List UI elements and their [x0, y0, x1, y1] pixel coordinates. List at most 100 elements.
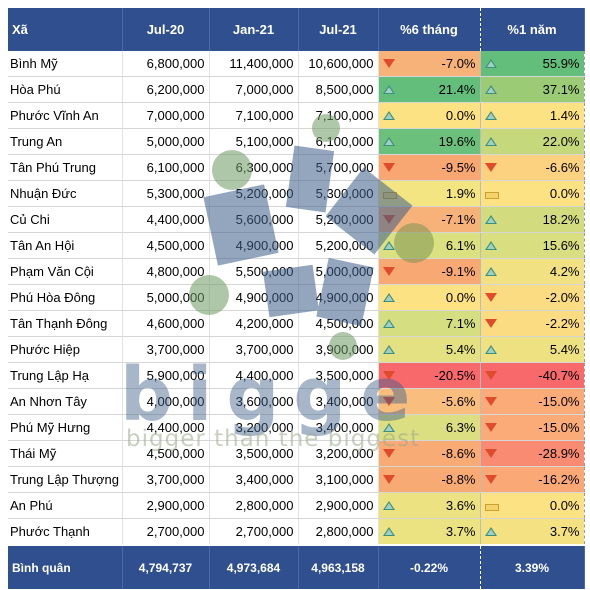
cell-jul21[interactable]: 2,800,000	[298, 518, 379, 546]
cell-1-year[interactable]: -2.0%	[480, 284, 585, 311]
cell-jul20[interactable]: 4,400,000	[122, 206, 210, 233]
cell-1-year[interactable]: 22.0%	[480, 128, 585, 155]
average-6-months[interactable]: -0.22%	[378, 544, 481, 589]
cell-6-months[interactable]: -7.0%	[378, 51, 481, 77]
cell-jan21[interactable]: 3,200,000	[209, 414, 299, 441]
cell-jul20[interactable]: 6,800,000	[122, 51, 210, 77]
cell-jan21[interactable]: 5,500,000	[209, 258, 299, 285]
cell-1-year[interactable]: 37.1%	[480, 76, 585, 103]
cell-jul21[interactable]: 3,900,000	[298, 336, 379, 363]
cell-jan21[interactable]: 4,200,000	[209, 310, 299, 337]
cell-6-months[interactable]: 3.6%	[378, 492, 481, 519]
cell-jul21[interactable]: 3,400,000	[298, 414, 379, 441]
cell-jul21[interactable]: 3,400,000	[298, 388, 379, 415]
cell-jul20[interactable]: 7,000,000	[122, 102, 210, 129]
cell-xa[interactable]: Củ Chi	[8, 206, 123, 233]
cell-jul21[interactable]: 5,000,000	[298, 258, 379, 285]
cell-jan21[interactable]: 4,400,000	[209, 362, 299, 389]
cell-jul20[interactable]: 4,800,000	[122, 258, 210, 285]
cell-jul21[interactable]: 2,900,000	[298, 492, 379, 519]
cell-jan21[interactable]: 3,700,000	[209, 336, 299, 363]
cell-xa[interactable]: Tân Phú Trung	[8, 154, 123, 181]
col-header-1-year[interactable]: %1 năm	[480, 8, 585, 51]
cell-jul21[interactable]: 5,200,000	[298, 232, 379, 259]
cell-jan21[interactable]: 2,700,000	[209, 518, 299, 546]
cell-xa[interactable]: Hòa Phú	[8, 76, 123, 103]
cell-jul20[interactable]: 3,700,000	[122, 466, 210, 493]
cell-jan21[interactable]: 6,300,000	[209, 154, 299, 181]
cell-xa[interactable]: Trung Lập Thượng	[8, 466, 123, 493]
cell-1-year[interactable]: -28.9%	[480, 440, 585, 467]
cell-jul20[interactable]: 5,300,000	[122, 180, 210, 207]
cell-6-months[interactable]: 0.0%	[378, 284, 481, 311]
cell-jul21[interactable]: 3,500,000	[298, 362, 379, 389]
cell-xa[interactable]: Phú Mỹ Hưng	[8, 414, 123, 441]
cell-jan21[interactable]: 11,400,000	[209, 51, 299, 77]
cell-jul21[interactable]: 3,100,000	[298, 466, 379, 493]
cell-jul21[interactable]: 5,200,000	[298, 206, 379, 233]
cell-1-year[interactable]: -16.2%	[480, 466, 585, 493]
cell-jul20[interactable]: 3,700,000	[122, 336, 210, 363]
cell-xa[interactable]: Nhuận Đức	[8, 180, 123, 207]
cell-xa[interactable]: An Nhơn Tây	[8, 388, 123, 415]
cell-6-months[interactable]: 6.3%	[378, 414, 481, 441]
cell-jul21[interactable]: 5,300,000	[298, 180, 379, 207]
cell-xa[interactable]: Phước Hiệp	[8, 336, 123, 363]
cell-jan21[interactable]: 2,800,000	[209, 492, 299, 519]
cell-6-months[interactable]: 7.1%	[378, 310, 481, 337]
cell-xa[interactable]: Tân Thạnh Đông	[8, 310, 123, 337]
cell-1-year[interactable]: 5.4%	[480, 336, 585, 363]
cell-jul20[interactable]: 5,900,000	[122, 362, 210, 389]
cell-1-year[interactable]: -15.0%	[480, 388, 585, 415]
cell-6-months[interactable]: 21.4%	[378, 76, 481, 103]
cell-jul21[interactable]: 3,200,000	[298, 440, 379, 467]
cell-6-months[interactable]: -20.5%	[378, 362, 481, 389]
col-header-jul21[interactable]: Jul-21	[298, 8, 379, 51]
cell-1-year[interactable]: -2.2%	[480, 310, 585, 337]
cell-jul20[interactable]: 2,700,000	[122, 518, 210, 546]
cell-jul20[interactable]: 4,500,000	[122, 440, 210, 467]
cell-jan21[interactable]: 3,400,000	[209, 466, 299, 493]
cell-jan21[interactable]: 3,500,000	[209, 440, 299, 467]
cell-1-year[interactable]: 3.7%	[480, 518, 585, 546]
cell-jan21[interactable]: 4,900,000	[209, 284, 299, 311]
col-header-jan21[interactable]: Jan-21	[209, 8, 299, 51]
cell-jul20[interactable]: 6,200,000	[122, 76, 210, 103]
cell-jul20[interactable]: 5,000,000	[122, 284, 210, 311]
col-header-xa[interactable]: Xã	[8, 8, 123, 51]
cell-xa[interactable]: Thái Mỹ	[8, 440, 123, 467]
cell-jan21[interactable]: 5,100,000	[209, 128, 299, 155]
average-jan21[interactable]: 4,973,684	[209, 544, 299, 589]
cell-jan21[interactable]: 5,600,000	[209, 206, 299, 233]
cell-xa[interactable]: Phú Hòa Đông	[8, 284, 123, 311]
cell-jul20[interactable]: 4,500,000	[122, 232, 210, 259]
cell-1-year[interactable]: 18.2%	[480, 206, 585, 233]
cell-jul21[interactable]: 5,700,000	[298, 154, 379, 181]
cell-jul21[interactable]: 4,500,000	[298, 310, 379, 337]
cell-6-months[interactable]: -9.5%	[378, 154, 481, 181]
average-label[interactable]: Bình quân	[8, 544, 123, 589]
cell-6-months[interactable]: 1.9%	[378, 180, 481, 207]
cell-jan21[interactable]: 3,600,000	[209, 388, 299, 415]
col-header-6-months[interactable]: %6 tháng	[378, 8, 481, 51]
cell-1-year[interactable]: 4.2%	[480, 258, 585, 285]
cell-6-months[interactable]: 6.1%	[378, 232, 481, 259]
cell-xa[interactable]: Phạm Văn Cội	[8, 258, 123, 285]
cell-1-year[interactable]: 15.6%	[480, 232, 585, 259]
cell-6-months[interactable]: 0.0%	[378, 102, 481, 129]
cell-xa[interactable]: Trung Lập Hạ	[8, 362, 123, 389]
cell-1-year[interactable]: -6.6%	[480, 154, 585, 181]
cell-jul20[interactable]: 6,100,000	[122, 154, 210, 181]
cell-jul21[interactable]: 10,600,000	[298, 51, 379, 77]
cell-xa[interactable]: Trung An	[8, 128, 123, 155]
average-jul21[interactable]: 4,963,158	[298, 544, 379, 589]
cell-jul21[interactable]: 6,100,000	[298, 128, 379, 155]
cell-xa[interactable]: Phước Thạnh	[8, 518, 123, 546]
cell-1-year[interactable]: 1.4%	[480, 102, 585, 129]
cell-jul20[interactable]: 2,900,000	[122, 492, 210, 519]
cell-jan21[interactable]: 5,200,000	[209, 180, 299, 207]
cell-jan21[interactable]: 4,900,000	[209, 232, 299, 259]
cell-6-months[interactable]: -5.6%	[378, 388, 481, 415]
average-jul20[interactable]: 4,794,737	[122, 544, 210, 589]
cell-6-months[interactable]: -9.1%	[378, 258, 481, 285]
